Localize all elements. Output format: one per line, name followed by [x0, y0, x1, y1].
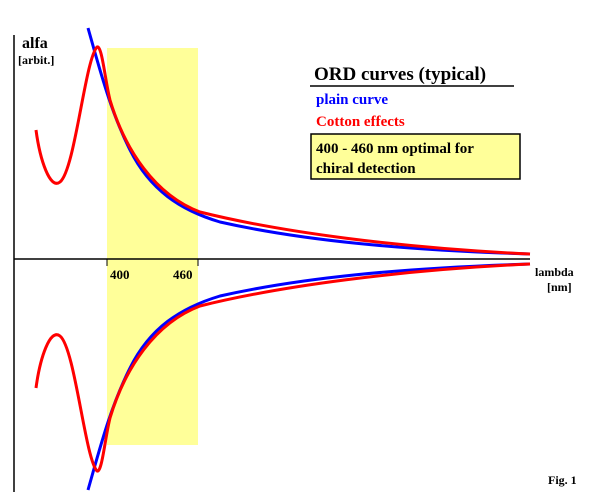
note-line: chiral detection — [316, 161, 416, 177]
legend-entry: plain curve — [316, 92, 388, 108]
optimal-band — [107, 48, 198, 445]
legend-entry: Cotton effects — [316, 114, 405, 130]
x-unit: [nm] — [547, 280, 572, 294]
cotton-curve-lower — [34, 262, 531, 473]
legend-title: ORD curves (typical) — [314, 64, 486, 85]
y-label: alfa — [22, 35, 48, 52]
y-unit: [arbit.] — [18, 53, 54, 67]
lower-curves — [34, 262, 531, 491]
caption: Fig. 1 — [548, 473, 577, 487]
note-box — [310, 133, 521, 180]
x-label: lambda — [535, 265, 574, 279]
cotton-curve-upper — [34, 45, 531, 256]
tick-label: 460 — [173, 267, 193, 282]
tick-label: 400 — [110, 267, 130, 282]
note-line: 400 - 460 nm optimal for — [316, 141, 474, 157]
curves — [34, 27, 531, 491]
